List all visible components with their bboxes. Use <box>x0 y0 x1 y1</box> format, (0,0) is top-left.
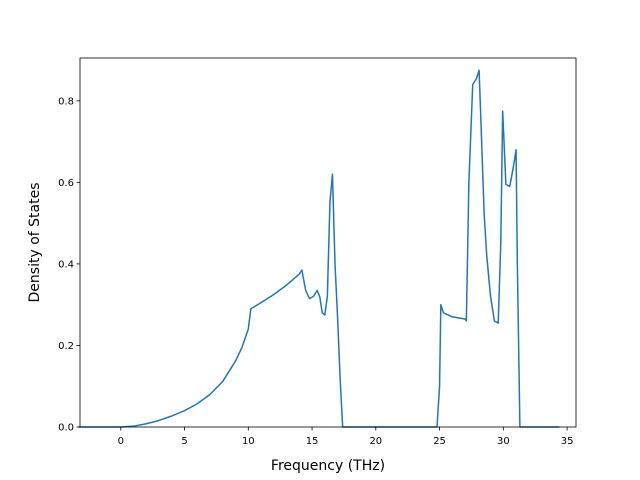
plot-frame <box>79 57 577 428</box>
x-tick-label: 20 <box>369 436 382 447</box>
x-tick-label: 25 <box>433 436 446 447</box>
x-tick-label: 35 <box>561 436 574 447</box>
x-axis: 0 5 10 15 20 25 30 35 <box>118 427 574 447</box>
y-tick-label: 0.6 <box>58 178 74 189</box>
plot-area-lines <box>78 69 560 428</box>
y-tick-label: 0.2 <box>58 341 74 352</box>
x-axis-label: Frequency (THz) <box>271 458 385 474</box>
x-tick-label: 0 <box>118 436 124 447</box>
x-tick-label: 10 <box>242 436 255 447</box>
y-axis: 0.0 0.2 0.4 0.6 0.8 <box>58 96 80 434</box>
x-tick-label: 30 <box>497 436 510 447</box>
series-line-0 <box>78 69 560 428</box>
y-tick-label: 0.0 <box>58 423 74 434</box>
y-tick-label: 0.8 <box>58 96 74 107</box>
x-tick-label: 15 <box>306 436 319 447</box>
x-tick-label: 5 <box>181 436 187 447</box>
y-axis-label: Density of States <box>27 183 43 303</box>
y-tick-label: 0.4 <box>58 259 74 270</box>
